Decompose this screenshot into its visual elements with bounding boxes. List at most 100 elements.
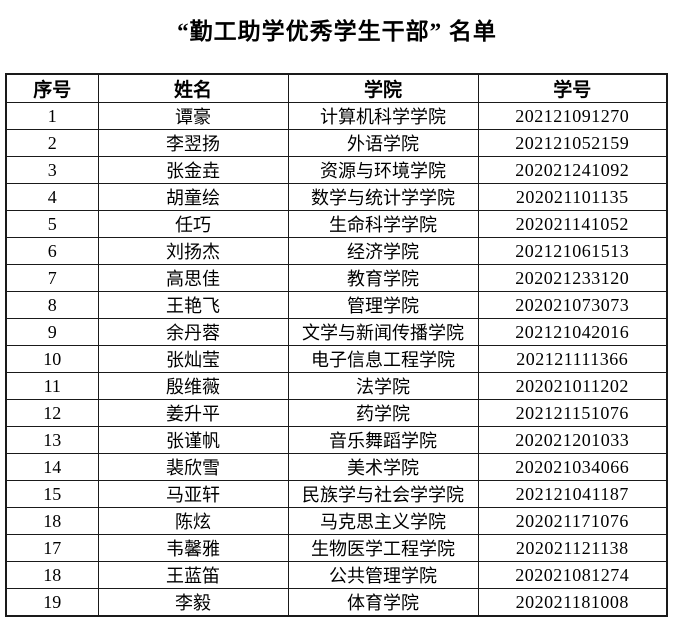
table-row: 12 姜升平 药学院 202121151076	[5, 399, 668, 427]
table-row: 13 张谨帆 音乐舞蹈学院 202021201033	[5, 426, 668, 454]
cell-no: 19	[5, 588, 99, 617]
cell-college: 公共管理学院	[287, 561, 479, 589]
cell-no: 7	[5, 264, 99, 292]
cell-student_id: 202021011202	[477, 372, 668, 400]
cell-student_id: 202121052159	[477, 129, 668, 157]
cell-name: 李毅	[97, 588, 289, 617]
table-row: 19 李毅 体育学院 202021181008	[5, 588, 668, 617]
cell-name: 马亚轩	[97, 480, 289, 508]
table-row: 6 刘扬杰 经济学院 202121061513	[5, 237, 668, 265]
cell-college: 生物医学工程学院	[287, 534, 479, 562]
cell-student_id: 202021181008	[477, 588, 668, 617]
cell-student_id: 202021171076	[477, 507, 668, 535]
table-row: 14 裴欣雪 美术学院 202021034066	[5, 453, 668, 481]
cell-student_id: 202121111366	[477, 345, 668, 373]
cell-student_id: 202021121138	[477, 534, 668, 562]
cell-no: 1	[5, 102, 99, 130]
cell-name: 谭豪	[97, 102, 289, 130]
cell-no: 18	[5, 507, 99, 535]
cell-college: 管理学院	[287, 291, 479, 319]
cell-no: 10	[5, 345, 99, 373]
cell-name: 王艳飞	[97, 291, 289, 319]
column-header-college: 学院	[287, 73, 479, 103]
column-header-no: 序号	[5, 73, 99, 103]
header-row: 序号 姓名 学院 学号	[5, 73, 668, 103]
table-row: 9 余丹蓉 文学与新闻传播学院 202121042016	[5, 318, 668, 346]
cell-no: 12	[5, 399, 99, 427]
cell-college: 经济学院	[287, 237, 479, 265]
cell-college: 数学与统计学学院	[287, 183, 479, 211]
cell-college: 资源与环境学院	[287, 156, 479, 184]
cell-name: 任巧	[97, 210, 289, 238]
cell-no: 8	[5, 291, 99, 319]
cell-no: 15	[5, 480, 99, 508]
cell-college: 音乐舞蹈学院	[287, 426, 479, 454]
cell-college: 美术学院	[287, 453, 479, 481]
cell-no: 13	[5, 426, 99, 454]
cell-student_id: 202021034066	[477, 453, 668, 481]
cell-college: 外语学院	[287, 129, 479, 157]
cell-no: 18	[5, 561, 99, 589]
cell-college: 文学与新闻传播学院	[287, 318, 479, 346]
table-row: 4 胡童绘 数学与统计学学院 202021101135	[5, 183, 668, 211]
roster-table: 序号 姓名 学院 学号 1 谭豪 计算机科学学院 202121091270 2 李翌扬 外语…	[5, 73, 668, 617]
cell-student_id: 202121091270	[477, 102, 668, 130]
table-row: 8 王艳飞 管理学院 202021073073	[5, 291, 668, 319]
cell-no: 5	[5, 210, 99, 238]
table-row: 5 任巧 生命科学学院 202021141052	[5, 210, 668, 238]
cell-no: 2	[5, 129, 99, 157]
cell-student_id: 202021081274	[477, 561, 668, 589]
cell-student_id: 202021233120	[477, 264, 668, 292]
column-header-student-id: 学号	[477, 73, 668, 103]
table-row: 17 韦馨雅 生物医学工程学院 202021121138	[5, 534, 668, 562]
cell-student_id: 202121041187	[477, 480, 668, 508]
cell-college: 计算机科学学院	[287, 102, 479, 130]
table-header: 序号 姓名 学院 学号	[5, 73, 668, 103]
cell-name: 刘扬杰	[97, 237, 289, 265]
cell-name: 李翌扬	[97, 129, 289, 157]
cell-student_id: 202121151076	[477, 399, 668, 427]
cell-college: 教育学院	[287, 264, 479, 292]
cell-student_id: 202021101135	[477, 183, 668, 211]
cell-name: 裴欣雪	[97, 453, 289, 481]
table-row: 10 张灿莹 电子信息工程学院 202121111366	[5, 345, 668, 373]
cell-name: 张金垚	[97, 156, 289, 184]
cell-college: 生命科学学院	[287, 210, 479, 238]
cell-student_id: 202021141052	[477, 210, 668, 238]
table-row: 18 王蓝笛 公共管理学院 202021081274	[5, 561, 668, 589]
cell-name: 余丹蓉	[97, 318, 289, 346]
cell-student_id: 202121061513	[477, 237, 668, 265]
cell-student_id: 202121042016	[477, 318, 668, 346]
page-title: “勤工助学优秀学生干部” 名单	[177, 19, 497, 44]
cell-student_id: 202021073073	[477, 291, 668, 319]
cell-name: 王蓝笛	[97, 561, 289, 589]
table-row: 1 谭豪 计算机科学学院 202121091270	[5, 102, 668, 130]
cell-no: 6	[5, 237, 99, 265]
cell-name: 韦馨雅	[97, 534, 289, 562]
cell-no: 4	[5, 183, 99, 211]
cell-name: 高思佳	[97, 264, 289, 292]
cell-name: 姜升平	[97, 399, 289, 427]
cell-student_id: 202021241092	[477, 156, 668, 184]
cell-student_id: 202021201033	[477, 426, 668, 454]
cell-name: 胡童绘	[97, 183, 289, 211]
cell-college: 法学院	[287, 372, 479, 400]
cell-no: 3	[5, 156, 99, 184]
cell-college: 电子信息工程学院	[287, 345, 479, 373]
cell-name: 张谨帆	[97, 426, 289, 454]
table-row: 11 殷维薇 法学院 202021011202	[5, 372, 668, 400]
table-row: 15 马亚轩 民族学与社会学学院 202121041187	[5, 480, 668, 508]
table-row: 3 张金垚 资源与环境学院 202021241092	[5, 156, 668, 184]
table-body: 1 谭豪 计算机科学学院 202121091270 2 李翌扬 外语学院 2021210521…	[5, 102, 668, 617]
table-row: 7 高思佳 教育学院 202021233120	[5, 264, 668, 292]
cell-college: 马克思主义学院	[287, 507, 479, 535]
cell-no: 17	[5, 534, 99, 562]
cell-name: 陈炫	[97, 507, 289, 535]
column-header-name: 姓名	[97, 73, 289, 103]
cell-college: 民族学与社会学学院	[287, 480, 479, 508]
cell-name: 殷维薇	[97, 372, 289, 400]
cell-no: 9	[5, 318, 99, 346]
cell-college: 体育学院	[287, 588, 479, 617]
table-row: 18 陈炫 马克思主义学院 202021171076	[5, 507, 668, 535]
